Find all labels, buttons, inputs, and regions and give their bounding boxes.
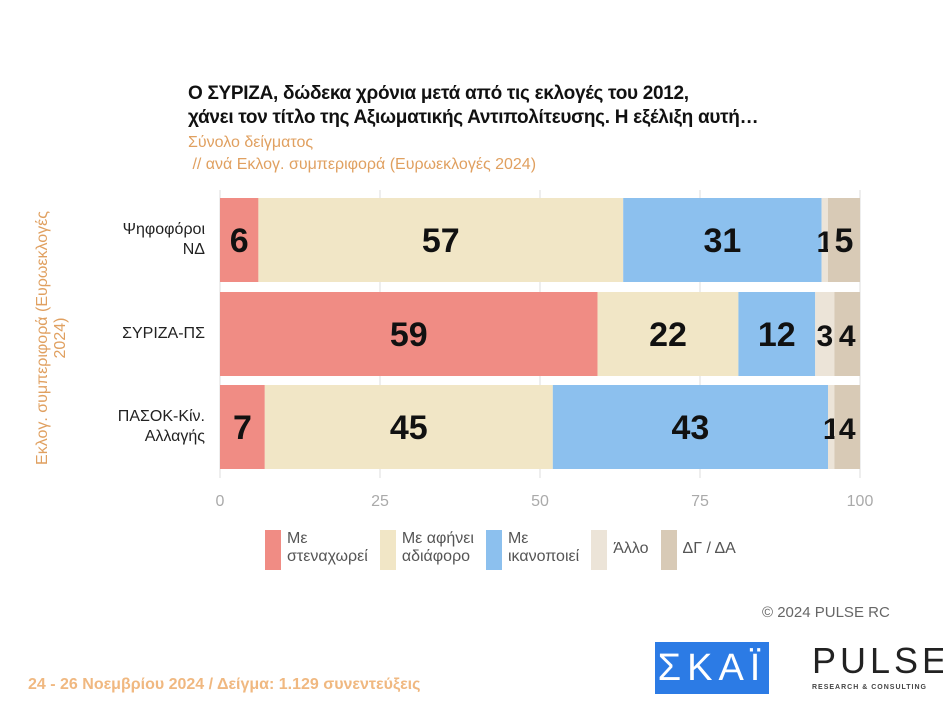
legend-item: ΔΓ / ΔΑ	[660, 530, 736, 570]
row-label-line: ΠΑΣΟΚ-Κίν.	[117, 408, 205, 425]
legend-label: ΔΓ / ΔΑ	[683, 530, 736, 558]
bar-value-label: 31	[703, 222, 741, 260]
legend-label: Άλλο	[613, 530, 648, 558]
subtitle-line: // ανά Εκλογ. συμπεριφορά (Ευρωεκλογές 2…	[188, 156, 537, 173]
legend-swatch	[379, 530, 396, 570]
legend-label-line: αδιάφορο	[401, 548, 471, 565]
fieldwork-dates: 24 - 26 Νοεμβρίου 2024 / Δείγμα: 1.129 σ…	[28, 676, 421, 693]
bar-value-label: 7	[233, 409, 252, 447]
bar-segment	[220, 198, 259, 282]
bar-value-label: 59	[390, 316, 428, 354]
bar-segment	[552, 385, 828, 469]
copyright: © 2024 PULSE RC	[762, 604, 890, 621]
bar-value-label: 3	[816, 320, 833, 353]
legend-item: Με ικανοποιεί	[485, 530, 579, 570]
bar-value-label: 5	[835, 222, 854, 260]
bar-segment	[258, 198, 624, 282]
legend-swatch	[265, 530, 281, 570]
legend-label: Με ικανοποιεί	[508, 530, 579, 566]
bar-segment	[828, 198, 860, 282]
bar-segment	[738, 292, 816, 376]
row-label-line: ΣΥΡΙΖΑ-ΠΣ	[122, 325, 205, 342]
bar-segment	[220, 385, 265, 469]
bar-segment	[828, 385, 835, 469]
legend-item: Με αφήνει αδιάφορο	[379, 530, 474, 570]
legend-label-line: Άλλο	[613, 540, 649, 557]
legend-label-line: στεναχωρεί	[287, 548, 368, 565]
bar-segment	[623, 198, 822, 282]
bar-segment	[597, 292, 739, 376]
bar-value-label: 45	[390, 409, 428, 447]
skai-logo: ΣΚΑΪ	[655, 642, 769, 694]
legend-label-line: Με αφήνει	[401, 530, 474, 547]
legend-swatch	[485, 530, 502, 570]
bar-value-label: 57	[422, 222, 460, 260]
legend-label: Με αφήνει αδιάφορο	[402, 530, 474, 566]
x-tick-label: 75	[691, 493, 709, 510]
legend-item: Άλλο	[591, 530, 649, 570]
legend-item: Με στεναχωρεί	[265, 530, 368, 570]
row-label: ΣΥΡΙΖΑ-ΠΣ	[80, 324, 205, 344]
bar-value-label: 6	[230, 222, 249, 260]
bar-value-label: 4	[839, 320, 856, 353]
bar-segment	[834, 385, 860, 469]
bar-segment	[264, 385, 553, 469]
pulse-logo: PULSE	[812, 640, 943, 681]
row-label-line: Αλλαγής	[144, 428, 205, 445]
bar-value-label: 43	[671, 409, 709, 447]
row-label-line: Ψηφοφόροι	[122, 221, 205, 238]
pulse-logo-sub: RESEARCH & CONSULTING	[812, 684, 927, 691]
bar-value-label: 22	[649, 316, 687, 354]
legend-label-line: ΔΓ / ΔΑ	[682, 540, 736, 557]
legend-label-line: Με	[287, 530, 308, 547]
bar-segment	[821, 198, 828, 282]
x-tick-label: 25	[371, 493, 389, 510]
legend-label-line: Με	[507, 530, 529, 547]
title-line: Ο ΣΥΡΙΖΑ, δώδεκα χρόνια μετά από τις εκλ…	[188, 83, 689, 104]
row-label-line: ΝΔ	[182, 241, 205, 258]
subtitle-line: Σύνολο δείγματος	[188, 134, 314, 151]
legend-label-line: ικανοποιεί	[507, 548, 580, 565]
row-label: ΠΑΣΟΚ-Κίν. Αλλαγής	[80, 407, 205, 447]
bar-value-label: 4	[839, 413, 856, 446]
chart-subtitle: Σύνολο δείγματος // ανά Εκλογ. συμπεριφο…	[188, 132, 536, 176]
x-tick-label: 100	[847, 493, 874, 510]
legend-swatch	[660, 530, 677, 570]
legend-label: Με στεναχωρεί	[287, 530, 368, 566]
x-tick-label: 0	[216, 493, 225, 510]
bar-segment	[815, 292, 835, 376]
legend-swatch	[591, 530, 608, 570]
bar-segment	[834, 292, 860, 376]
chart-title: Ο ΣΥΡΙΖΑ, δώδεκα χρόνια μετά από τις εκλ…	[188, 82, 759, 130]
title-line: χάνει τον τίτλο της Αξιωματικής Αντιπολί…	[188, 107, 759, 128]
row-label: Ψηφοφόροι ΝΔ	[80, 220, 205, 260]
legend: Με στεναχωρεί Με αφήνει αδιάφορο Με ικανοποιε…	[265, 530, 736, 570]
x-tick-label: 50	[531, 493, 549, 510]
bar-segment	[220, 292, 598, 376]
bar-value-label: 12	[758, 316, 796, 354]
